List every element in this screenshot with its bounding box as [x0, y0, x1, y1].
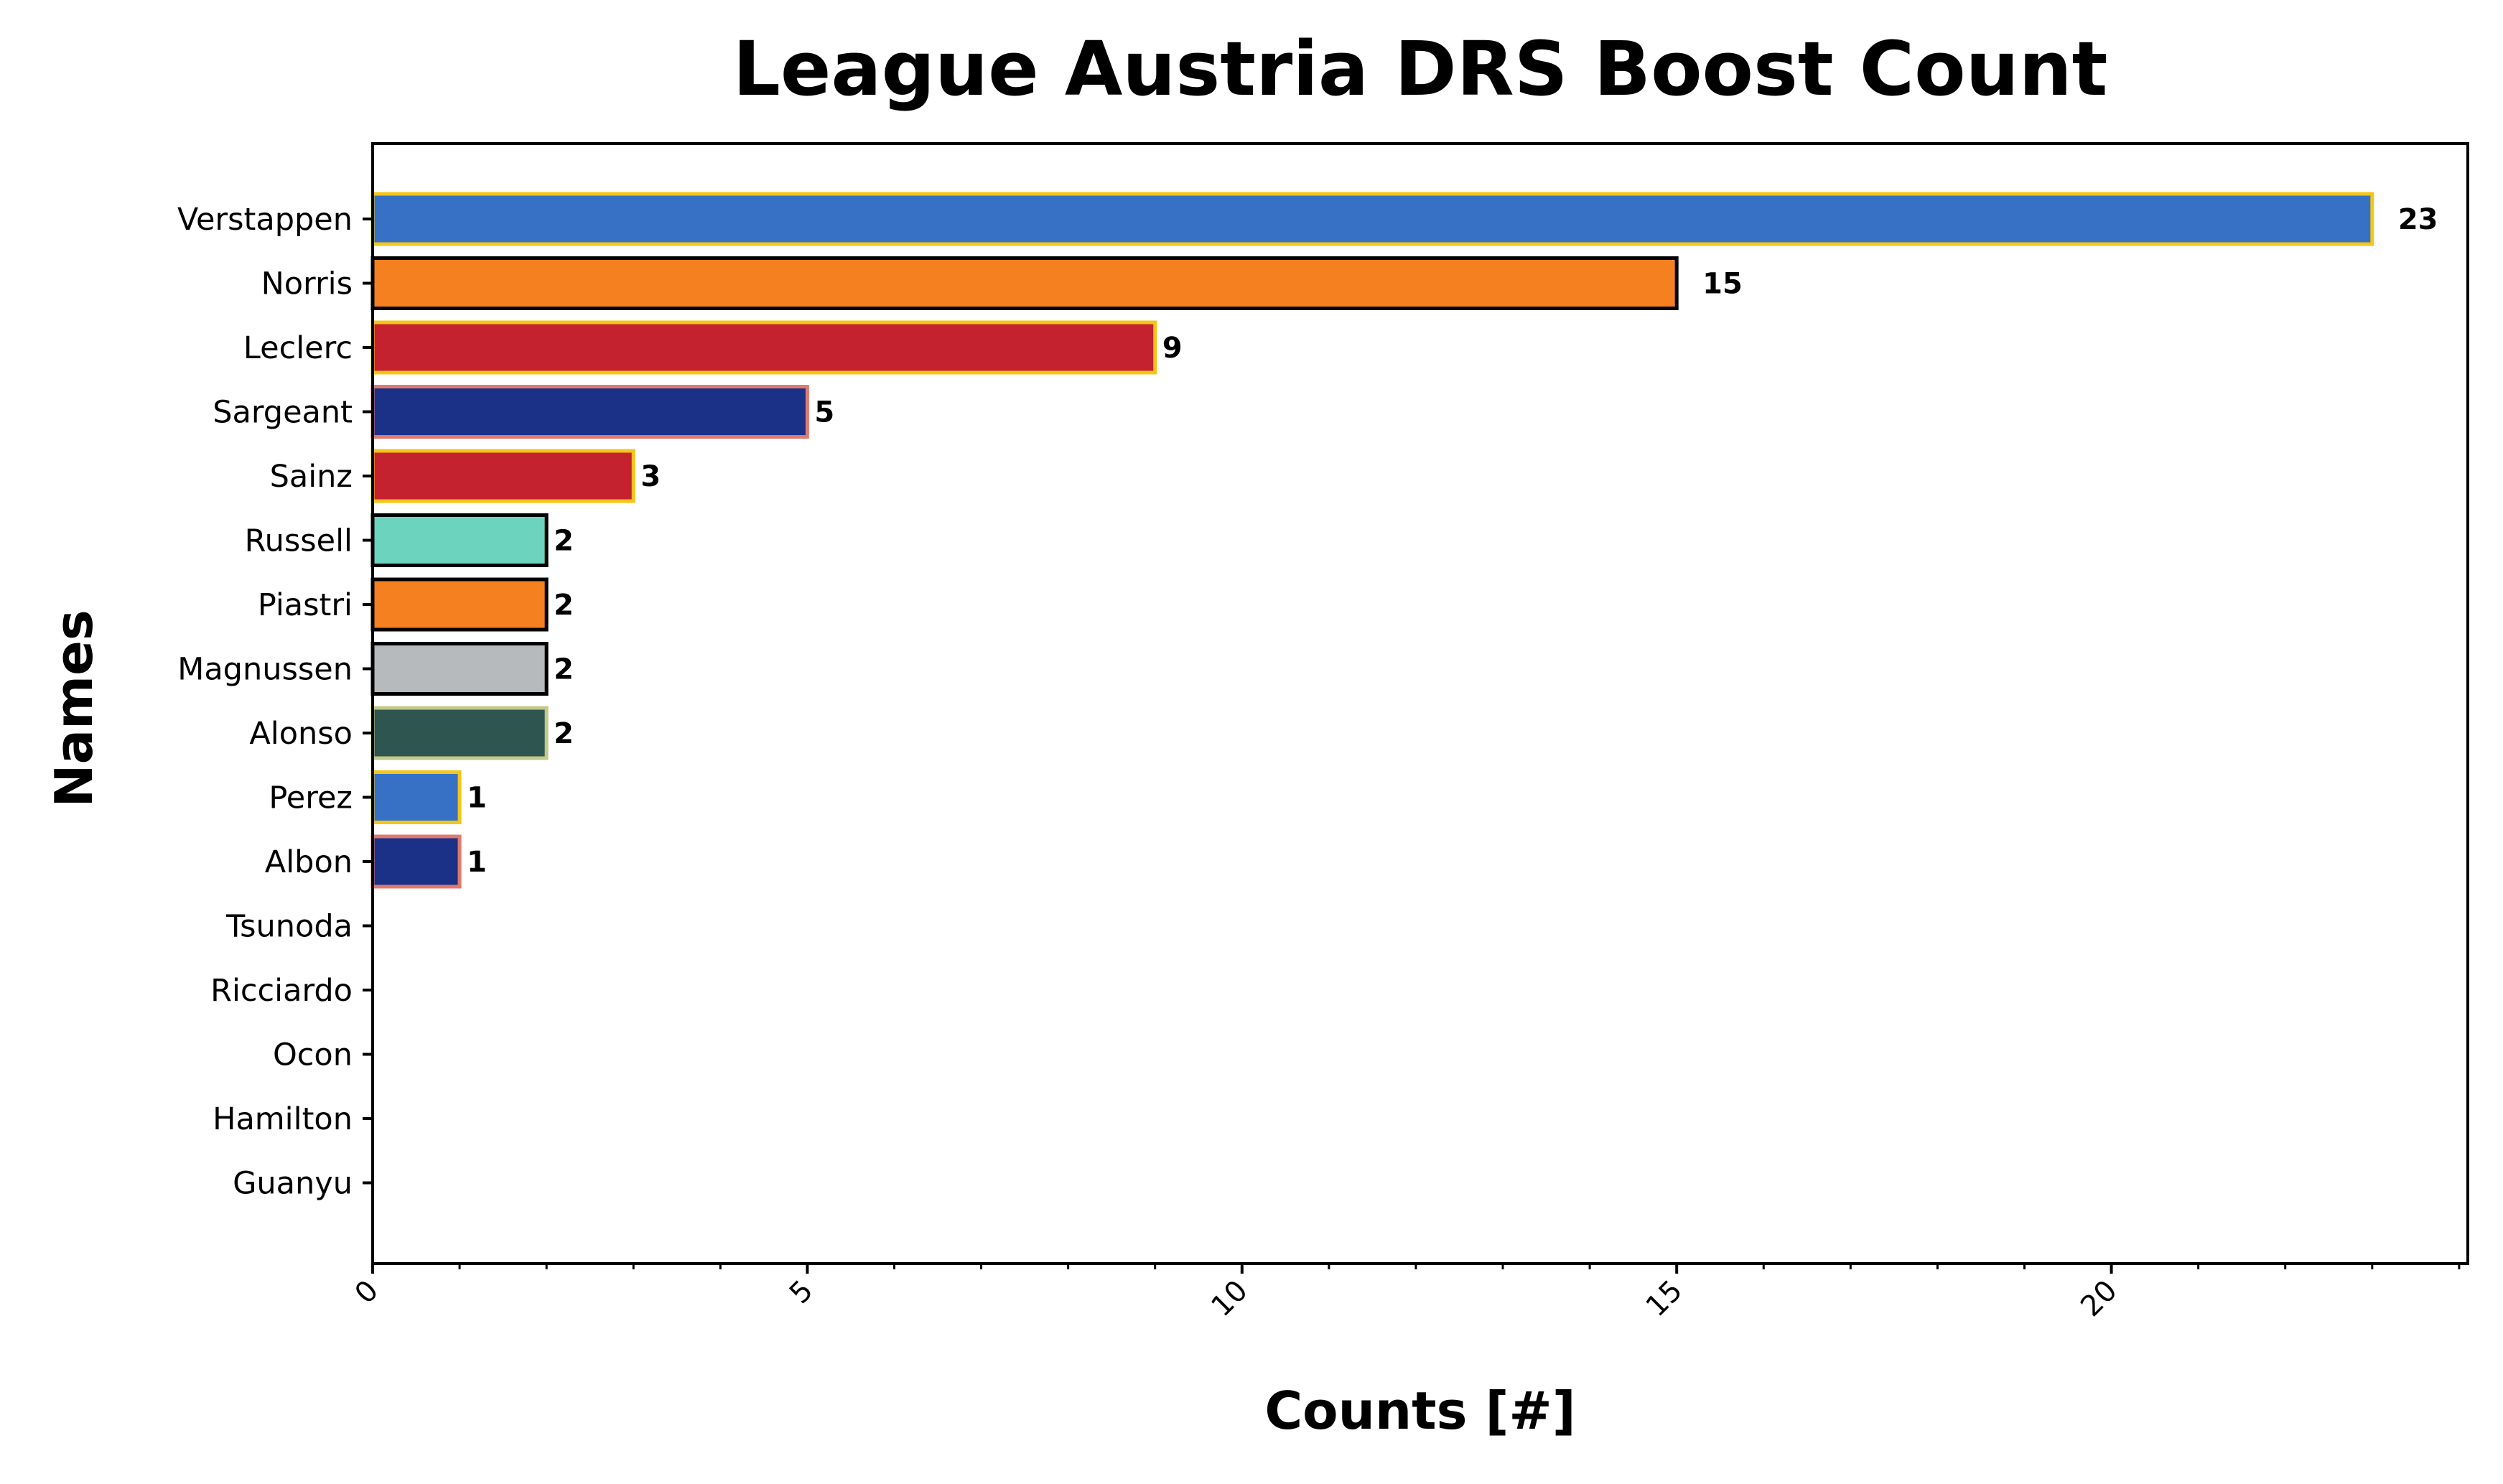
y-tick-label-piastri: Piastri: [258, 587, 353, 623]
y-tick-label-hamilton: Hamilton: [213, 1101, 353, 1137]
bar-piastri: [370, 577, 549, 632]
y-tick-label-leclerc: Leclerc: [243, 330, 353, 366]
data-label-russell: 2: [554, 525, 574, 558]
data-label-leclerc: 9: [1162, 332, 1183, 365]
chart-title: League Austria DRS Boost Count: [733, 25, 2108, 113]
data-label-piastri: 2: [554, 589, 574, 622]
bar-leclerc: [370, 320, 1157, 375]
bar-norris: [370, 256, 1679, 310]
data-label-norris: 15: [1702, 268, 1743, 301]
data-label-magnussen: 2: [554, 653, 574, 686]
bar-albon: [370, 834, 462, 889]
y-tick-label-tsunoda: Tsunoda: [225, 909, 353, 945]
bar-alonso: [370, 706, 549, 760]
y-tick-label-sainz: Sainz: [270, 459, 353, 495]
x-axis-label: Counts [#]: [1264, 1381, 1575, 1441]
data-label-alonso: 2: [554, 717, 574, 750]
data-label-verstappen: 23: [2398, 203, 2438, 236]
plot-frame: [371, 142, 2469, 1265]
y-tick-label-russell: Russell: [245, 523, 353, 559]
data-label-albon: 1: [467, 846, 487, 879]
bar-perez: [370, 770, 462, 824]
y-tick-label-alonso: Alonso: [249, 716, 353, 752]
y-tick-label-albon: Albon: [265, 844, 353, 880]
y-axis-label: Names: [44, 610, 104, 808]
y-tick-label-verstappen: Verstappen: [177, 202, 353, 238]
y-tick-label-magnussen: Magnussen: [177, 652, 353, 688]
data-label-perez: 1: [467, 782, 487, 815]
y-tick-label-sargeant: Sargeant: [213, 395, 353, 431]
bar-verstappen: [370, 192, 2374, 246]
y-tick-label-norris: Norris: [261, 266, 353, 302]
y-tick-label-perez: Perez: [269, 780, 353, 816]
y-tick-label-guanyu: Guanyu: [233, 1166, 353, 1202]
bar-russell: [370, 513, 549, 567]
data-label-sainz: 3: [640, 460, 661, 493]
bar-sainz: [370, 449, 635, 503]
data-label-sargeant: 5: [814, 396, 834, 429]
y-tick-label-ricciardo: Ricciardo: [210, 973, 353, 1009]
bar-sargeant: [370, 385, 809, 439]
y-tick-label-ocon: Ocon: [273, 1037, 353, 1073]
bar-magnussen: [370, 642, 549, 696]
